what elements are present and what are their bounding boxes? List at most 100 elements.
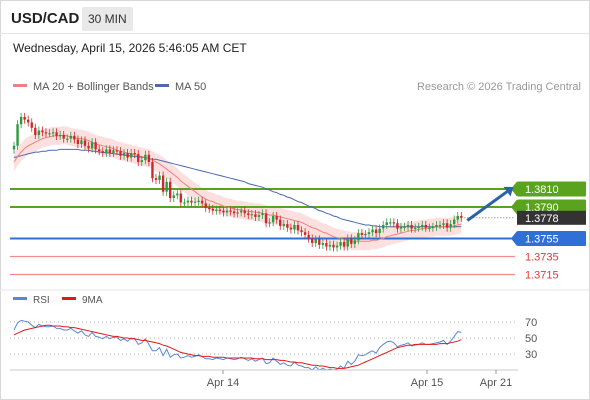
candle-body (23, 117, 26, 120)
candle-body (190, 200, 193, 203)
candle-body (303, 232, 307, 235)
candle-body (445, 223, 449, 228)
candle-body (364, 234, 367, 236)
candle-body (431, 226, 435, 228)
price-level-label-1.3735: 1.3735 (525, 252, 559, 264)
candle-body (154, 178, 158, 180)
price-level-label-1.3755: 1.3755 (525, 234, 559, 246)
candle-body (101, 151, 104, 153)
candle-body (55, 132, 58, 136)
candle-body (293, 225, 296, 230)
candle-body (357, 233, 360, 241)
candle-body (87, 145, 90, 149)
candle-body (350, 238, 353, 244)
candle-body (360, 233, 364, 235)
candle-body (62, 135, 65, 139)
candle-body (346, 238, 349, 247)
candle-body (378, 228, 381, 234)
candle-body (12, 145, 16, 150)
candle-body (247, 213, 250, 216)
time-axis: Apr 14 Apr 15 Apr 21 (10, 369, 518, 389)
candle-body (335, 245, 339, 248)
candle-body (27, 119, 30, 123)
candle-body (374, 229, 378, 234)
price-level-pointer-1.3755 (511, 231, 517, 246)
candle-body (396, 223, 399, 229)
candle-body (19, 117, 23, 125)
candle-body (137, 153, 140, 162)
candle-body (442, 223, 445, 225)
ma20-legend-label: MA 20 + Bollinger Bands (33, 81, 154, 93)
candle-body (183, 202, 186, 204)
candle-body (193, 201, 197, 203)
candle-body (353, 240, 356, 244)
candle-body (300, 230, 303, 233)
candle-body (144, 154, 147, 161)
candle-body (453, 219, 456, 225)
rsi-tick-70: 70 (525, 317, 537, 329)
candle-body (186, 200, 190, 203)
candle-body (218, 209, 222, 211)
rsi-line (13, 319, 462, 371)
time-tick-label-0: Apr 14 (207, 377, 239, 389)
candle-body (165, 181, 168, 192)
rsi-tick-50: 50 (525, 333, 537, 345)
candle-body (392, 222, 396, 224)
candle-body (34, 127, 37, 135)
candle-body (286, 224, 289, 228)
price-level-pointer-1.3810 (511, 181, 517, 197)
candle-body (236, 212, 239, 214)
ma20-legend-swatch (13, 84, 27, 87)
candle-body (410, 225, 413, 229)
candle-body (98, 149, 101, 152)
candle-body (69, 135, 72, 139)
chart-overlay: 1.3778 (464, 186, 586, 225)
price-level-label-1.3715: 1.3715 (525, 270, 559, 282)
candle-body (58, 135, 62, 137)
candle-body (399, 226, 403, 229)
candle-body (289, 227, 293, 230)
candle-body (147, 154, 151, 162)
candle-body (161, 175, 165, 192)
candle-body (435, 225, 438, 227)
candle-body (73, 135, 76, 140)
candle-body (321, 243, 325, 245)
candle-body (115, 150, 119, 152)
price-level-box-1.3810 (517, 181, 586, 197)
candle-body (197, 200, 200, 202)
candle-body (108, 149, 112, 153)
chart-datetime: Wednesday, April 15, 2026 5:46:05 AM CET (13, 41, 247, 55)
price-level-pointer-1.3790 (511, 199, 517, 215)
candle-body (83, 140, 87, 146)
candle-body (403, 226, 406, 228)
candle-body (133, 153, 136, 155)
bollinger-bands (14, 126, 462, 251)
current-price-box (517, 210, 586, 225)
candle-body (179, 193, 183, 203)
price-level-box-1.3790 (517, 199, 586, 215)
candle-body (112, 150, 115, 153)
candle-body (257, 215, 261, 217)
price-legend: MA 20 + Bollinger Bands MA 50 (13, 81, 206, 93)
candle-body (172, 195, 175, 198)
timeframe-button[interactable]: 30 MIN (82, 7, 133, 31)
candles (12, 112, 463, 252)
candle-body (169, 181, 172, 198)
candle-body (261, 213, 264, 216)
candle-body (413, 227, 417, 229)
candle-body (342, 242, 346, 247)
candle-body (208, 207, 211, 210)
candle-body (250, 214, 254, 216)
price-level-box-1.3755 (517, 231, 586, 246)
toolbar-divider (0, 33, 590, 34)
candle-body (325, 243, 328, 247)
rsi-ma-legend-swatch (62, 297, 76, 300)
candle-body (456, 216, 459, 220)
candle-body (460, 216, 463, 218)
candle-body (140, 160, 143, 162)
candle-body (222, 210, 225, 213)
candle-body (328, 244, 332, 247)
candle-body (421, 225, 424, 227)
candle-body (30, 122, 33, 128)
candle-body (122, 153, 126, 156)
